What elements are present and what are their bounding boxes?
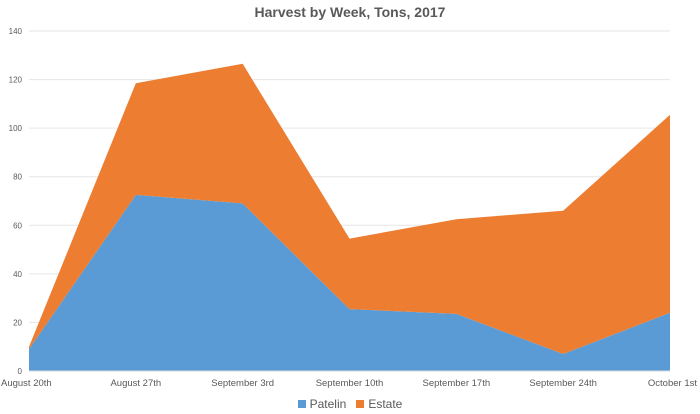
legend-swatch-icon [356,400,365,408]
legend: Patelin Estate [0,397,700,411]
y-tick-label: 120 [9,76,23,85]
x-tick-label: September 3rd [211,378,274,389]
legend-item-patelin: Patelin [297,397,347,411]
x-axis-ticks: August 20th August 27th September 3rd Septe… [1,378,697,389]
y-tick-label: 0 [18,367,23,376]
y-tick-label: 80 [13,173,22,182]
x-tick-label: September 24th [529,378,597,389]
x-tick-label: September 17th [423,378,491,389]
chart-title: Harvest by Week, Tons, 2017 [254,4,446,20]
y-tick-label: 40 [13,270,22,279]
x-tick-label: August 27th [110,378,161,389]
y-axis-ticks: 0 20 40 60 80 100 120 140 [9,27,23,376]
y-tick-label: 140 [9,27,23,36]
area-patelin [29,194,670,371]
legend-item-estate: Estate [356,397,402,411]
legend-swatch-icon [297,400,306,408]
x-tick-label: October 1st [648,378,697,389]
x-tick-label: August 20th [1,378,52,389]
y-tick-label: 100 [9,124,23,133]
legend-label: Estate [368,397,403,411]
plot-areas [29,63,670,372]
y-tick-label: 20 [13,318,22,327]
x-tick-label: September 10th [316,378,384,389]
y-tick-label: 60 [13,221,22,230]
area-estate [29,63,670,355]
legend-label: Patelin [309,397,347,411]
